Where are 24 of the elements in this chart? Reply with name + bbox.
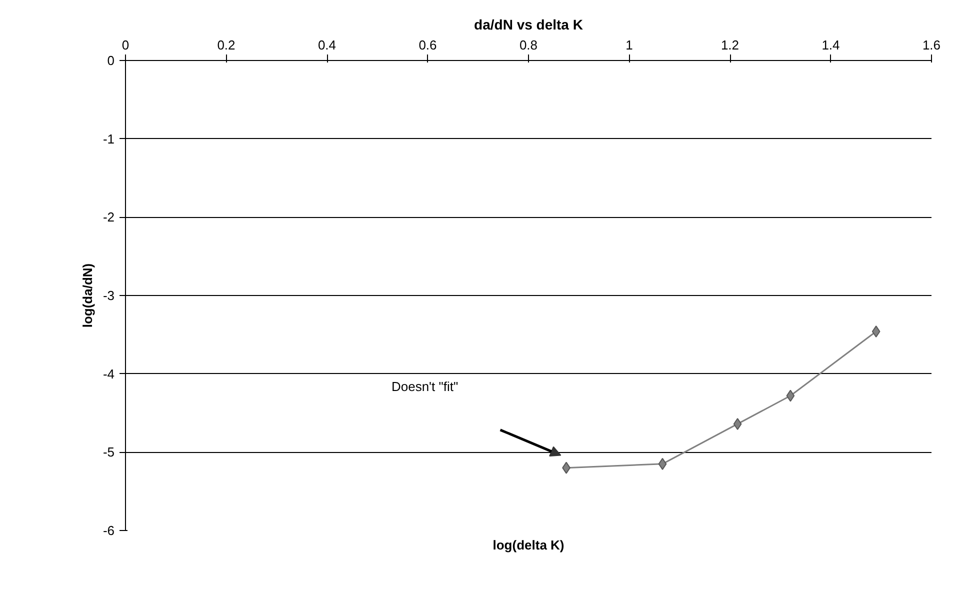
x-tick-label: 1.2 xyxy=(720,38,740,52)
point xyxy=(658,458,667,470)
x-tick-label: 0.8 xyxy=(519,38,538,52)
x-tick-label: 0 xyxy=(122,38,130,52)
point xyxy=(872,326,880,338)
y-tick-label: -4 xyxy=(102,366,115,382)
x-axis-title: log(delta K) xyxy=(492,538,564,552)
y-tick-label: -2 xyxy=(102,210,115,225)
point xyxy=(733,418,742,430)
chart-title: da/dN vs delta K xyxy=(474,16,583,32)
y-tick-label: 0 xyxy=(107,53,115,68)
y-tick-label: -6 xyxy=(102,523,115,538)
x-tick-label: 1.6 xyxy=(922,38,941,52)
x-tick-label: 0.6 xyxy=(418,38,437,52)
x-tick-label: 0.4 xyxy=(318,38,336,52)
x-tick-label: 1.4 xyxy=(822,38,840,52)
annotation: Doesn't "fit" xyxy=(391,379,458,394)
y-axis-title: log(da/dN) xyxy=(80,263,95,328)
x-tick-label: 1 xyxy=(626,38,633,52)
y-tick-label: -5 xyxy=(102,444,115,460)
point xyxy=(786,390,795,402)
x-tick-label: 0.2 xyxy=(217,38,236,52)
y-tick-label: -3 xyxy=(102,288,115,303)
y-tick-label: -1 xyxy=(102,131,115,146)
